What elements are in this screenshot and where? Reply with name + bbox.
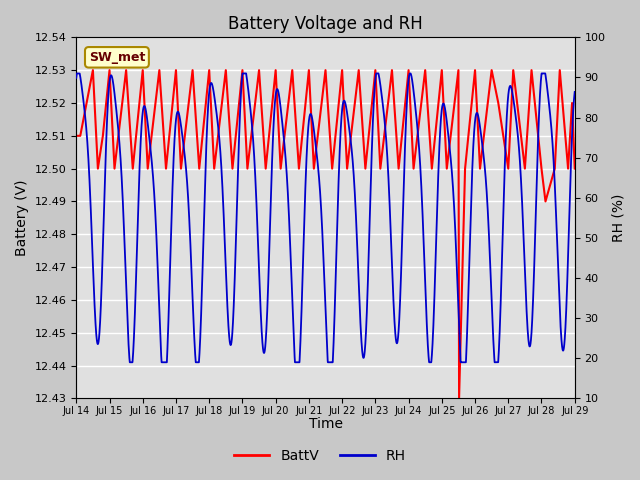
Legend: BattV, RH: BattV, RH [229, 443, 411, 468]
X-axis label: Time: Time [308, 418, 342, 432]
Text: SW_met: SW_met [89, 51, 145, 64]
Title: Battery Voltage and RH: Battery Voltage and RH [228, 15, 423, 33]
Y-axis label: Battery (V): Battery (V) [15, 180, 29, 256]
Y-axis label: RH (%): RH (%) [611, 193, 625, 242]
